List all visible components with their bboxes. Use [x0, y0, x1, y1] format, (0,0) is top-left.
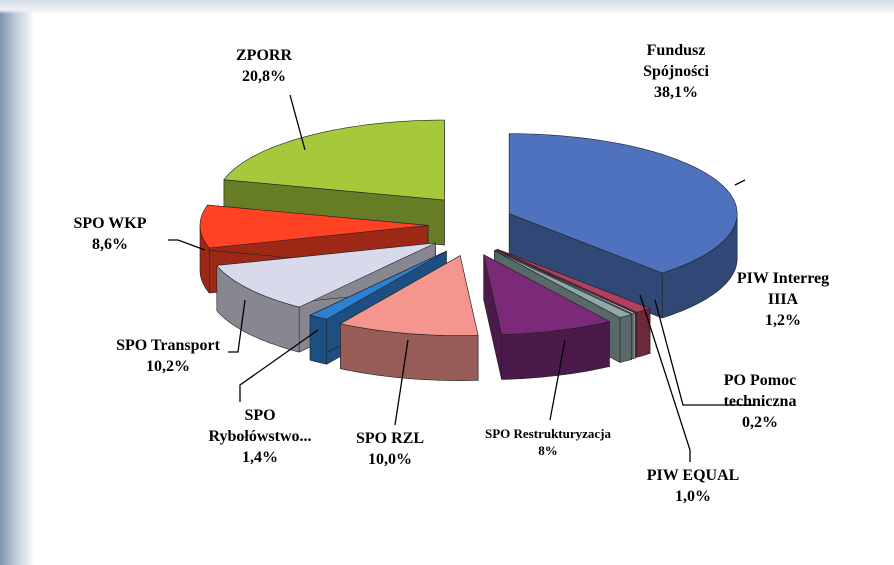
leader-line — [168, 239, 206, 251]
value-label: 1,4% — [242, 449, 278, 466]
slice — [483, 254, 611, 380]
value-label: 38,1% — [654, 84, 698, 101]
category-label: SPO WKP — [73, 215, 147, 232]
data-label: ZPORR 20,8% — [219, 45, 309, 87]
data-label: SPO WKP 8,6% — [60, 213, 160, 255]
leader-line — [228, 299, 246, 353]
slice — [508, 133, 738, 319]
category-label: PIW EQUAL — [646, 467, 740, 484]
leader-line — [239, 329, 319, 402]
background-band — [0, 0, 894, 14]
value-label: 20,8% — [242, 68, 286, 85]
slice-top — [309, 250, 447, 320]
category-label: PO Pomoc techniczna — [723, 372, 797, 410]
slice-top — [495, 249, 637, 315]
category-label: Fundusz Spójności — [643, 42, 709, 80]
category-label: SPO RZL — [355, 430, 424, 447]
value-label: 10,2% — [146, 358, 190, 375]
slice-wall — [619, 314, 632, 363]
slice-top — [216, 242, 436, 308]
slice-top — [199, 204, 429, 249]
leader-line — [639, 294, 691, 462]
category-label: PIW Interreg IIIA — [736, 270, 830, 308]
slice-top — [496, 248, 651, 313]
data-label: PIW EQUAL 1,0% — [628, 465, 758, 507]
slice-top — [494, 250, 633, 318]
value-label: 8,6% — [92, 236, 128, 253]
slice-wall — [636, 307, 651, 358]
leader-line — [394, 339, 409, 426]
category-label: ZPORR — [236, 47, 292, 64]
value-label: 8% — [538, 443, 558, 458]
leader-lines — [168, 94, 755, 462]
leader-line — [654, 299, 755, 406]
data-label: SPO Restrukturyzacja 8% — [473, 425, 623, 459]
value-label: 1,0% — [675, 488, 711, 505]
slice-top — [483, 254, 611, 335]
value-label: 10,0% — [368, 451, 412, 468]
category-label: SPO Restrukturyzacja — [484, 426, 611, 441]
leader-line — [289, 94, 306, 151]
data-label: Fundusz Spójności 38,1% — [626, 40, 726, 103]
data-label: PIW Interreg IIIA 1,2% — [723, 268, 843, 331]
slice-wall — [309, 314, 327, 365]
category-label: SPO Rybołówstwo... — [208, 407, 312, 445]
data-label: SPO Rybołówstwo... 1,4% — [205, 405, 315, 468]
data-label: SPO Transport 10,2% — [83, 335, 253, 377]
slice-top — [223, 119, 445, 201]
data-label: SPO RZL 10,0% — [340, 428, 440, 470]
value-label: 1,2% — [765, 312, 801, 329]
slice-top — [339, 255, 479, 336]
leader-line — [734, 179, 746, 186]
slice-wall — [632, 312, 636, 360]
leader-line — [549, 339, 566, 421]
category-label: SPO Transport — [116, 337, 220, 354]
pie — [199, 119, 738, 381]
value-label: 0,2% — [742, 414, 778, 431]
data-label: PO Pomoc techniczna 0,2% — [705, 370, 815, 433]
slice-top — [508, 133, 738, 274]
slice — [339, 255, 479, 381]
